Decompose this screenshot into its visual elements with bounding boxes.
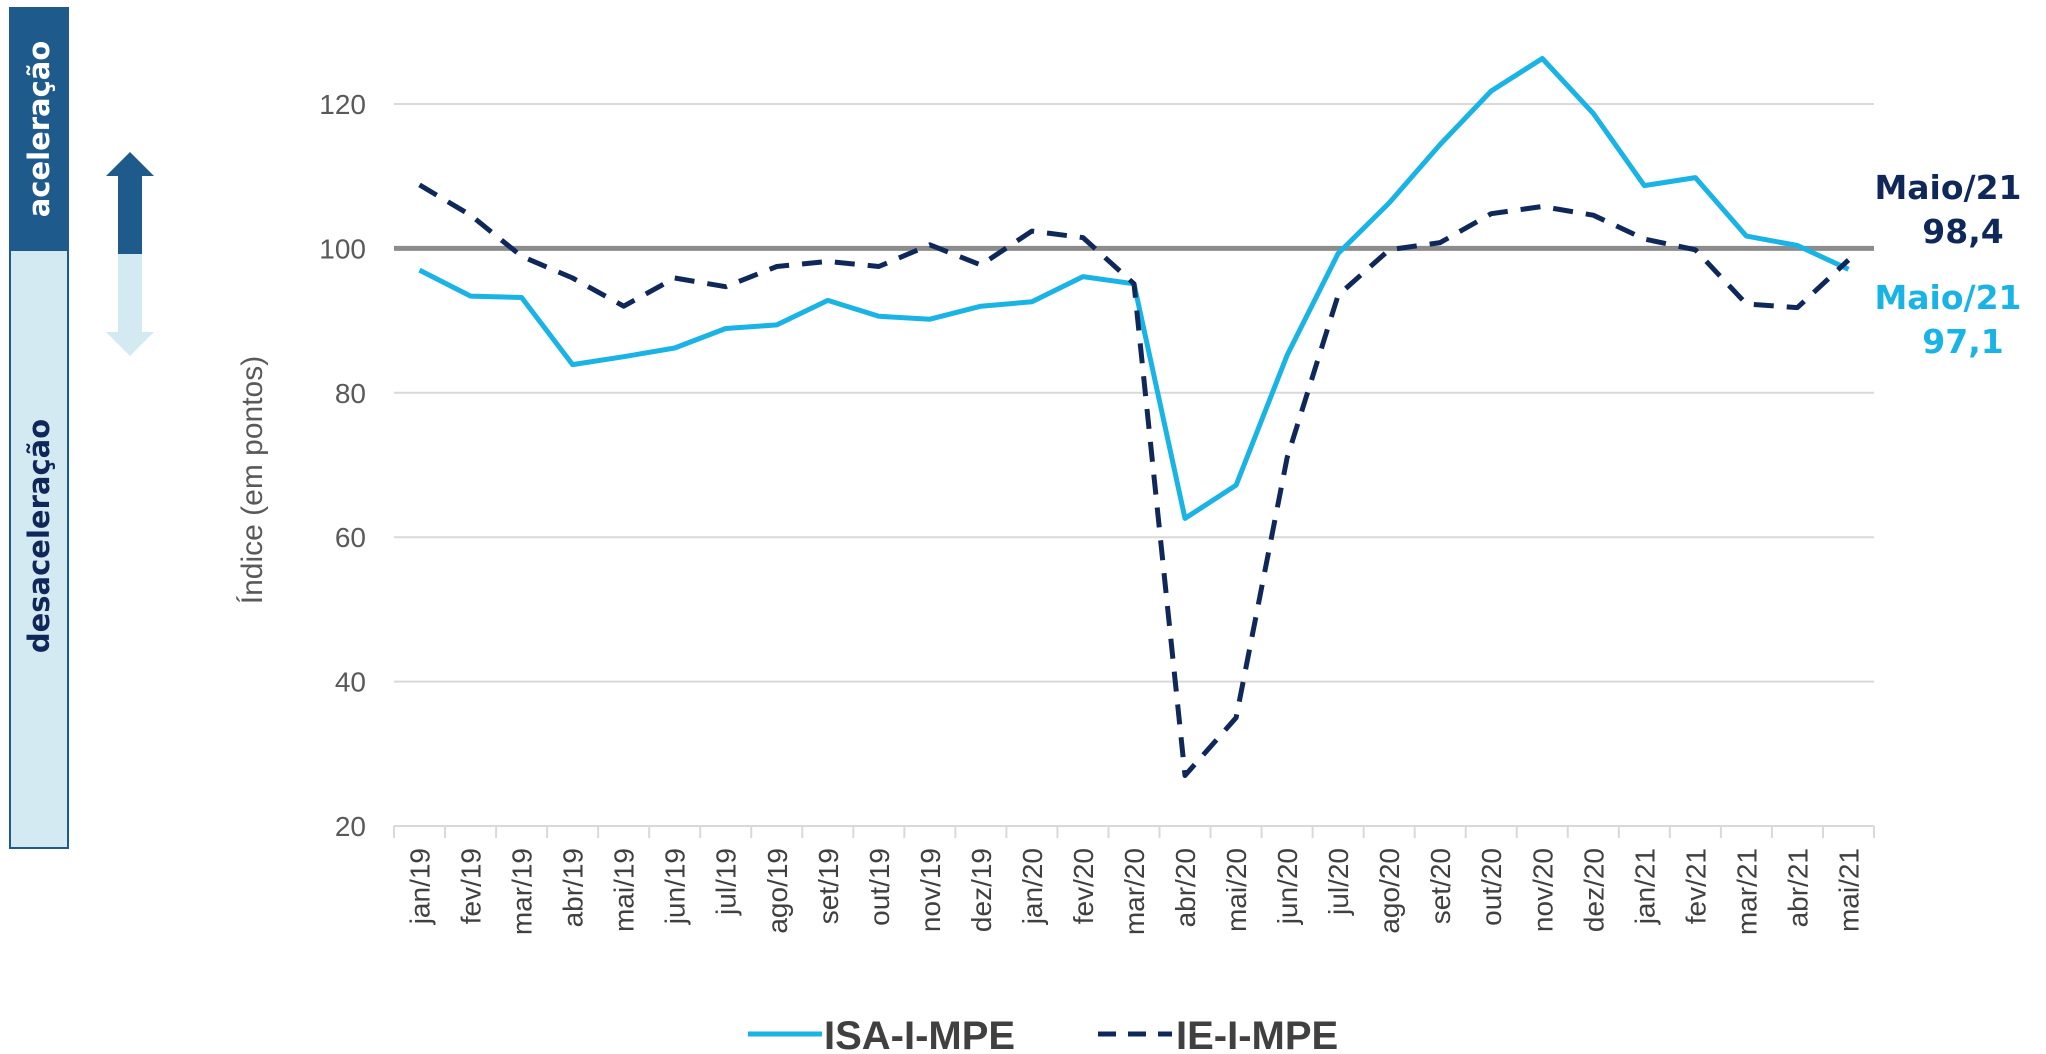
x-axis-ticks: jan/19 fev/19 mar/19 abr/19 mai/19 jun/19 jul/… (405, 848, 1865, 935)
series-line-ie-i-mpe (418, 182, 1851, 778)
annotation-isa-i-mpe: Maio/21 97,1 (1874, 278, 2021, 361)
x-tick-label: mai/20 (1221, 848, 1252, 932)
x-tick-label: out/19 (864, 848, 895, 926)
legend-label-isa-i-mpe: ISA-I-MPE (824, 1014, 1015, 1054)
x-tick-label: fev/21 (1680, 848, 1711, 924)
x-tick-label: set/20 (1425, 848, 1456, 924)
legend-label-ie-i-mpe: IE-I-MPE (1176, 1014, 1338, 1054)
annotation-ie-i-mpe-line1: Maio/21 (1874, 168, 2021, 207)
annotation-ie-i-mpe-value: 98,4 (1922, 212, 2003, 251)
y-axis-ticks: 20 40 60 80 100 120 (319, 89, 366, 842)
deceleration-label: desaceleração (22, 419, 56, 653)
y-tick-label-100: 100 (319, 233, 366, 264)
x-tick-label: mar/21 (1731, 848, 1762, 935)
x-tick-label: set/19 (813, 848, 844, 924)
up-arrow-icon (106, 152, 154, 254)
x-tick-label: dez/20 (1578, 848, 1609, 932)
x-tick-label: fev/19 (456, 848, 487, 924)
x-tick-label: jun/19 (660, 848, 691, 925)
x-tick-label: mar/19 (507, 848, 538, 935)
deceleration-band (9, 249, 69, 849)
acceleration-label: aceleração (22, 41, 56, 218)
annotation-ie-i-mpe: Maio/21 98,4 (1874, 168, 2021, 251)
y-tick-label-60: 60 (335, 522, 366, 553)
x-tick-label: jan/21 (1629, 848, 1660, 925)
grid (394, 103, 1874, 683)
annotation-isa-i-mpe-value: 97,1 (1922, 322, 2003, 361)
y-tick-label-20: 20 (335, 811, 366, 842)
x-tick-label: abr/19 (558, 848, 589, 927)
y-tick-label-40: 40 (335, 667, 366, 698)
y-tick-label-120: 120 (319, 89, 366, 120)
down-arrow-icon (106, 254, 154, 356)
annotation-isa-i-mpe-line1: Maio/21 (1874, 278, 2021, 317)
x-axis (393, 825, 1875, 838)
x-tick-label: mai/19 (609, 848, 640, 932)
y-axis-label: Índice (em pontos) (236, 356, 269, 604)
x-tick-label: jun/20 (1272, 848, 1303, 925)
x-tick-label: out/20 (1476, 848, 1507, 926)
x-tick-label: mai/21 (1833, 848, 1864, 932)
x-tick-label: jul/20 (1323, 848, 1354, 916)
x-tick-label: abr/20 (1170, 848, 1201, 927)
x-tick-label: jan/20 (1017, 848, 1048, 925)
acceleration-band (9, 7, 69, 251)
x-tick-label: mar/20 (1119, 848, 1150, 935)
x-tick-label: ago/20 (1374, 848, 1405, 934)
x-tick-label: dez/19 (966, 848, 997, 932)
x-tick-label: abr/21 (1782, 848, 1813, 927)
x-tick-label: nov/19 (915, 848, 946, 932)
series (418, 56, 1851, 778)
legend: ISA-I-MPE IE-I-MPE (748, 1014, 1338, 1054)
x-tick-label: nov/20 (1527, 848, 1558, 932)
x-tick-label: fev/20 (1068, 848, 1099, 924)
x-tick-label: jan/19 (405, 848, 436, 925)
y-tick-label-80: 80 (335, 378, 366, 409)
x-tick-label: ago/19 (762, 848, 793, 934)
x-tick-label: jul/19 (711, 848, 742, 916)
